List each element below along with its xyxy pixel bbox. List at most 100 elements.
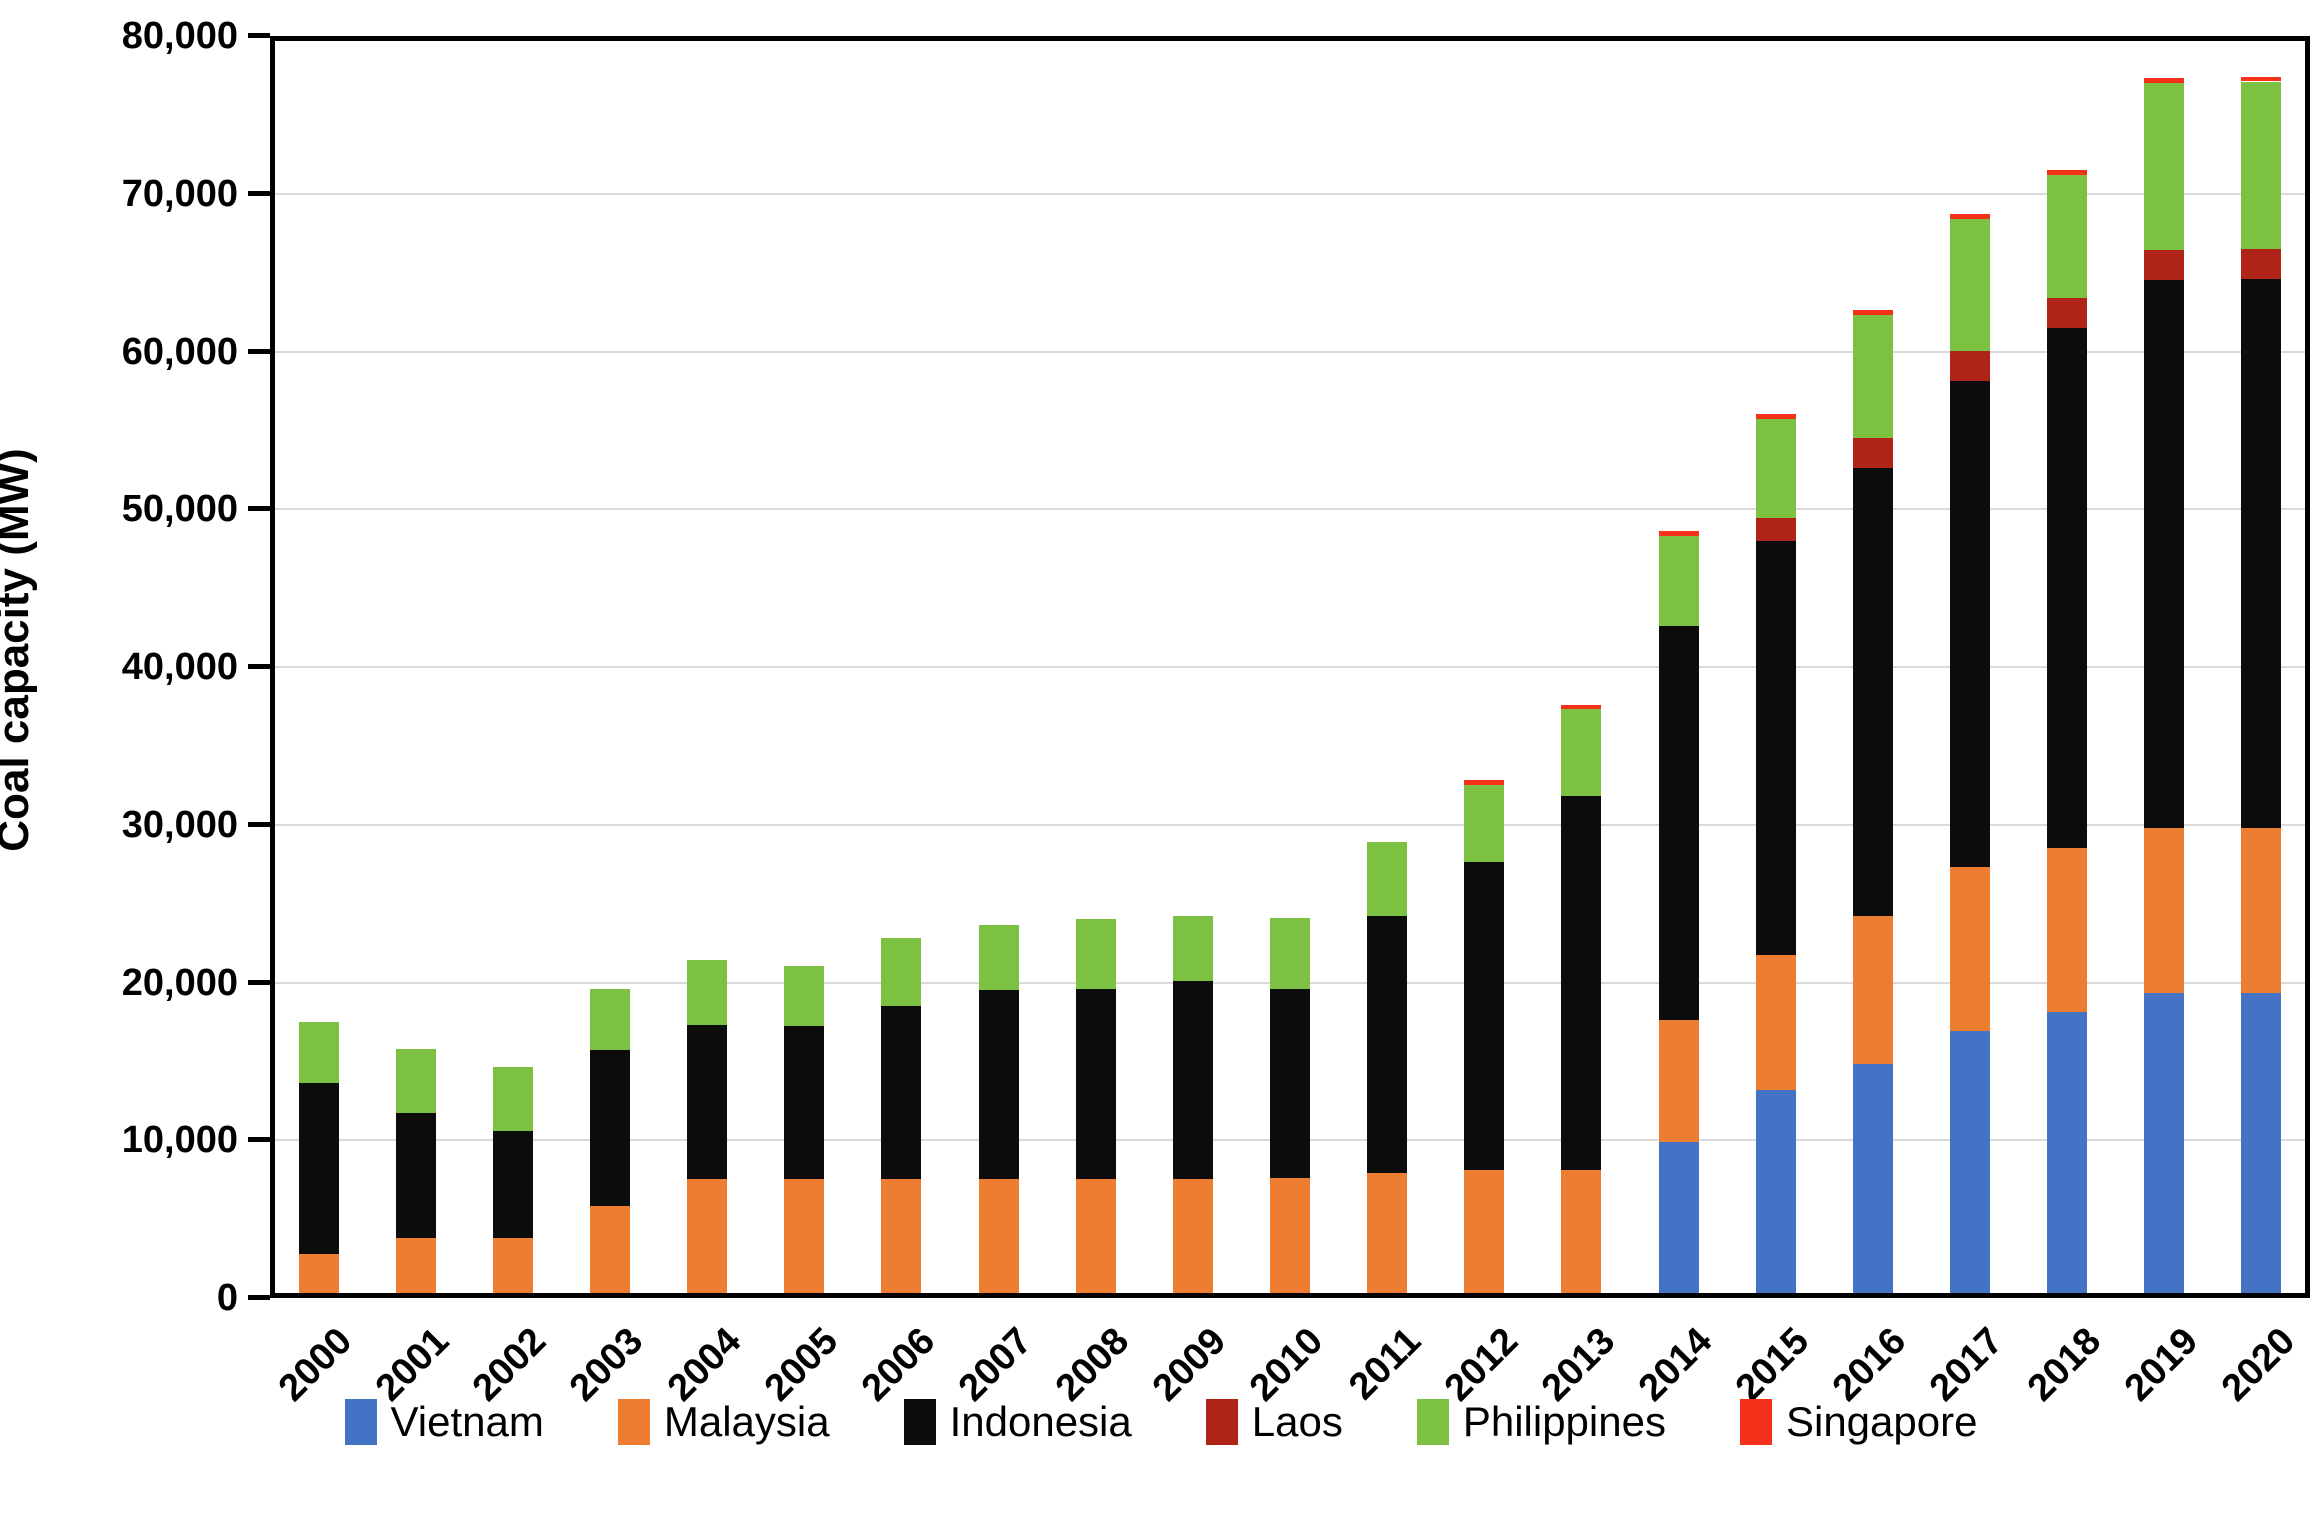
- bar-segment-vietnam-2017: [1950, 1031, 1990, 1293]
- bar-segment-indonesia-2010: [1270, 988, 1310, 1178]
- bar-segment-philippines-2008: [1075, 919, 1116, 989]
- y-tick-label-30000: 30,000: [121, 803, 238, 846]
- bar-segment-indonesia-2006: [881, 1005, 922, 1180]
- bar-segment-malaysia-2019: [2144, 827, 2185, 994]
- y-tick-label-60000: 60,000: [121, 330, 238, 373]
- bar-segment-singapore-2012: [1464, 780, 1505, 786]
- bar-segment-indonesia-2004: [687, 1024, 728, 1180]
- legend-label-singapore: Singapore: [1785, 1398, 1978, 1445]
- bar-segment-singapore-2016: [1852, 310, 1893, 315]
- legend-label-philippines: Philippines: [1462, 1398, 1666, 1445]
- x-axis-label-2003: 2003: [562, 1320, 652, 1410]
- x-axis-label-2001: 2001: [367, 1320, 458, 1410]
- y-tick-10000: [248, 1137, 270, 1143]
- bar-segment-vietnam-2019: [2144, 993, 2185, 1293]
- bar-segment-vietnam-2018: [2047, 1012, 2088, 1293]
- bar-segment-malaysia-2004: [687, 1179, 728, 1293]
- bar-segment-indonesia-2011: [1367, 916, 1408, 1174]
- bar-segment-philippines-2020: [2241, 81, 2282, 249]
- bar-segment-indonesia-2017: [1950, 381, 1990, 868]
- bar-segment-philippines-2011: [1367, 841, 1408, 916]
- bar-segment-malaysia-2015: [1755, 955, 1796, 1090]
- x-axis-label-2002: 2002: [465, 1320, 555, 1410]
- bar-segment-philippines-2001: [395, 1048, 436, 1114]
- bar-segment-singapore-2018: [2047, 169, 2088, 175]
- x-axis-label-2000: 2000: [270, 1320, 361, 1410]
- bar-segment-singapore-2019: [2144, 78, 2185, 84]
- x-axis-label-2015: 2015: [1727, 1320, 1818, 1410]
- bar-segment-singapore-2020: [2241, 76, 2282, 82]
- bar-segment-malaysia-2008: [1075, 1179, 1116, 1293]
- bar-segment-philippines-2013: [1561, 709, 1602, 797]
- bar-segment-philippines-2015: [1755, 419, 1796, 519]
- bar-segment-indonesia-2002: [492, 1130, 533, 1238]
- bar-segment-philippines-2019: [2144, 83, 2185, 251]
- x-axis-label-2007: 2007: [950, 1320, 1041, 1410]
- x-axis-label-2009: 2009: [1145, 1320, 1235, 1410]
- legend-swatch-vietnam: [344, 1399, 377, 1445]
- bar-segment-malaysia-2007: [978, 1179, 1019, 1293]
- legend-item-singapore: Singapore: [1739, 1398, 1978, 1446]
- bar-segment-laos-2015: [1755, 518, 1796, 541]
- bar-segment-indonesia-2003: [590, 1050, 630, 1207]
- x-axis-label-2014: 2014: [1630, 1320, 1721, 1410]
- legend-item-vietnam: Vietnam: [344, 1398, 544, 1446]
- y-axis-title: Coal capacity (MW): [0, 448, 38, 852]
- x-axis-label-2005: 2005: [756, 1320, 846, 1410]
- bar-segment-vietnam-2016: [1852, 1064, 1893, 1293]
- legend-swatch-singapore: [1739, 1399, 1772, 1445]
- x-axis-label-2020: 2020: [2213, 1320, 2304, 1410]
- bar-segment-laos-2020: [2241, 248, 2282, 279]
- legend-item-indonesia: Indonesia: [903, 1398, 1132, 1446]
- gridline-70000: [275, 192, 2305, 195]
- bar-segment-singapore-2015: [1755, 414, 1796, 420]
- bar-segment-indonesia-2016: [1852, 467, 1893, 916]
- bar-segment-philippines-2000: [298, 1021, 339, 1084]
- y-tick-label-20000: 20,000: [121, 961, 238, 1004]
- bar-segment-malaysia-2014: [1658, 1020, 1699, 1142]
- bar-segment-vietnam-2014: [1658, 1141, 1699, 1293]
- y-tick-80000: [248, 33, 270, 38]
- plot-area: [270, 36, 2310, 1298]
- bar-segment-vietnam-2020: [2241, 993, 2282, 1293]
- bar-segment-malaysia-2012: [1464, 1169, 1505, 1293]
- y-tick-30000: [248, 821, 270, 827]
- y-tick-40000: [248, 664, 270, 669]
- bar-segment-malaysia-2010: [1270, 1177, 1310, 1293]
- bar-segment-malaysia-2001: [395, 1237, 436, 1293]
- x-axis-label-2017: 2017: [1922, 1320, 2012, 1410]
- bar-segment-malaysia-2020: [2241, 827, 2282, 994]
- bar-segment-philippines-2018: [2047, 174, 2088, 298]
- bar-segment-laos-2019: [2144, 250, 2185, 281]
- bar-segment-vietnam-2015: [1755, 1089, 1796, 1293]
- legend-item-philippines: Philippines: [1416, 1398, 1666, 1446]
- legend-label-indonesia: Indonesia: [949, 1398, 1132, 1445]
- x-axis-label-2008: 2008: [1047, 1320, 1138, 1410]
- legend-label-vietnam: Vietnam: [390, 1398, 544, 1445]
- bar-segment-malaysia-2011: [1367, 1173, 1408, 1293]
- bar-segment-indonesia-2015: [1755, 540, 1796, 956]
- bar-segment-philippines-2002: [492, 1067, 533, 1131]
- legend-item-laos: Laos: [1205, 1398, 1343, 1446]
- bar-segment-laos-2016: [1852, 438, 1893, 468]
- bar-segment-philippines-2017: [1950, 218, 1990, 352]
- bar-segment-malaysia-2002: [492, 1237, 533, 1293]
- y-tick-50000: [248, 506, 270, 512]
- legend-swatch-philippines: [1416, 1399, 1449, 1445]
- bar-segment-philippines-2009: [1172, 915, 1213, 981]
- y-tick-label-80000: 80,000: [121, 15, 238, 57]
- gridline-40000: [275, 666, 2305, 668]
- y-tick-20000: [248, 979, 270, 985]
- gridline-60000: [275, 350, 2305, 353]
- y-tick-70000: [248, 190, 270, 196]
- bar-segment-malaysia-2005: [784, 1179, 825, 1293]
- bar-segment-indonesia-2005: [784, 1026, 825, 1180]
- y-tick-label-0: 0: [216, 1277, 238, 1319]
- bar-segment-indonesia-2000: [298, 1083, 339, 1254]
- y-tick-label-40000: 40,000: [121, 646, 238, 688]
- bar-segment-indonesia-2014: [1658, 625, 1699, 1021]
- bar-segment-indonesia-2012: [1464, 862, 1505, 1170]
- x-axis-label-2004: 2004: [659, 1320, 749, 1410]
- bar-segment-philippines-2006: [881, 938, 922, 1006]
